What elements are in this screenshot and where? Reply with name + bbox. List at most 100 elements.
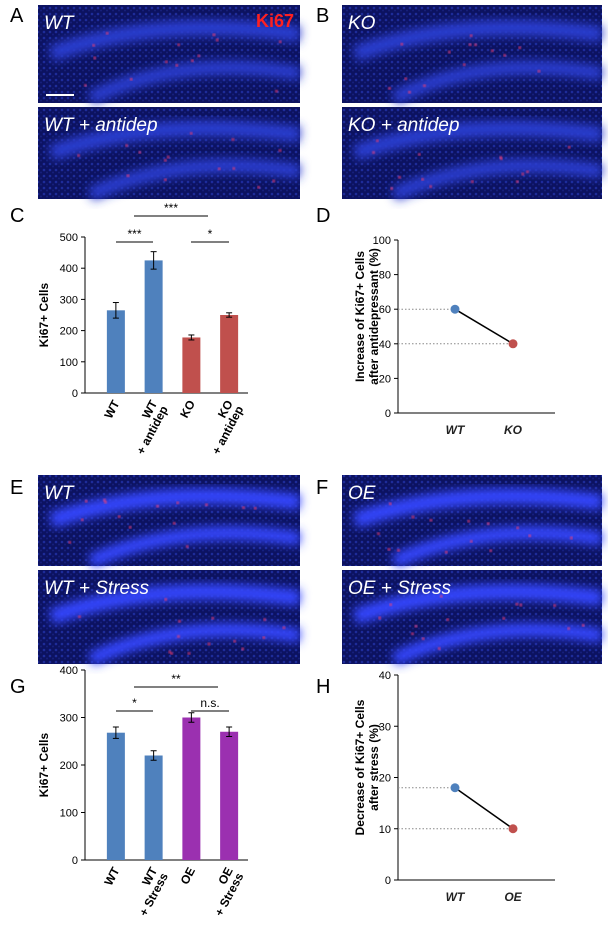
ki67-dot	[215, 38, 219, 42]
ki67-dot	[439, 594, 443, 598]
ki67-dot	[104, 500, 107, 504]
micrograph	[38, 475, 302, 568]
error-bar	[112, 726, 119, 739]
ki67-dot	[257, 185, 260, 189]
y-tick-label: 300	[60, 294, 78, 306]
micrograph	[342, 5, 604, 105]
ki67-dot	[170, 652, 173, 655]
y-axis-label: Decrease of Ki67+ Cellsafter stress (%)	[353, 699, 381, 835]
ki67-dot	[519, 603, 523, 607]
ki67-dot	[489, 549, 493, 553]
ki67-dot	[68, 541, 72, 544]
ki67-dot	[502, 617, 506, 620]
panel-letter: B	[316, 5, 329, 27]
y-tick-label: 400	[60, 263, 78, 275]
ki67-dot	[263, 618, 266, 621]
significance-label: ***	[164, 201, 178, 215]
ki67-dot	[537, 69, 541, 73]
ki67-dot	[217, 167, 221, 171]
image-label: WT	[44, 13, 75, 34]
ki67-dot	[378, 616, 382, 620]
ki67-dot	[77, 154, 80, 157]
micrograph	[38, 5, 302, 105]
ki67-dot	[570, 536, 573, 540]
ki67-dot	[526, 170, 529, 174]
ki67-dot	[156, 504, 159, 508]
y-tick-label: 0	[385, 408, 391, 420]
ki67-dot	[178, 619, 181, 623]
ki67-dot	[411, 515, 415, 519]
stain-label: Ki67	[256, 11, 294, 31]
ki67-dot	[388, 502, 392, 506]
ki67-dot	[103, 498, 106, 502]
cell-band	[352, 120, 604, 161]
x-tick-label: WT+ antidep	[123, 397, 171, 457]
ki67-dot	[168, 650, 172, 654]
y-tick-label: 100	[60, 808, 78, 820]
cell-band	[48, 120, 302, 161]
bar	[220, 315, 239, 393]
cell-band	[352, 19, 604, 62]
ki67-dot	[197, 54, 201, 58]
ki67-dot	[93, 56, 97, 60]
ki67-dot	[185, 545, 189, 548]
ki67-dot	[187, 652, 191, 655]
y-tick-label: 10	[379, 824, 391, 836]
image-label: KO + antidep	[348, 115, 459, 136]
ki67-dot	[372, 151, 375, 154]
y-tick-label: 20	[379, 773, 391, 785]
x-tick-label: WT+ Stress	[126, 864, 171, 918]
ki67-dot	[241, 647, 245, 651]
cell-band	[391, 526, 604, 568]
ki67-dot	[398, 175, 401, 179]
ki67-dot	[78, 615, 81, 619]
ki67-dot	[177, 635, 180, 638]
image-label: WT + antidep	[44, 115, 158, 136]
ki67-dot	[272, 179, 276, 183]
cell-band	[391, 158, 604, 201]
point	[450, 783, 460, 793]
ki67-dot	[389, 603, 393, 606]
y-tick-label: 100	[60, 357, 78, 369]
panel-letter: G	[10, 676, 26, 698]
ki67-dot	[388, 87, 391, 90]
significance-label: ***	[127, 227, 141, 241]
point	[450, 304, 460, 314]
y-tick-label: 80	[379, 270, 391, 282]
y-tick-label: 40	[379, 339, 391, 351]
bar	[182, 337, 201, 393]
ki67-dot	[421, 178, 424, 181]
panel-letter: F	[316, 477, 328, 499]
ki67-dot	[191, 59, 194, 62]
ki67-dot	[278, 149, 282, 152]
line	[454, 787, 514, 830]
ki67-dot	[92, 44, 95, 47]
ki67-dot	[177, 43, 180, 47]
ki67-dot	[189, 132, 193, 135]
ki67-dot	[445, 550, 448, 554]
error-bar	[150, 251, 157, 270]
micrograph	[38, 570, 302, 666]
ki67-dot	[418, 153, 421, 156]
ki67-dot	[262, 636, 266, 639]
panel-letter: E	[10, 477, 23, 499]
panel-letter: C	[10, 205, 24, 227]
ki67-dot	[129, 77, 133, 81]
ki67-dot	[469, 34, 473, 37]
bar	[106, 310, 125, 393]
error-bar	[112, 302, 119, 319]
ki67-dot	[503, 54, 506, 57]
ki67-dot	[377, 532, 380, 535]
ki67-dot	[253, 506, 257, 510]
y-axis-label: Ki67+ Cells	[37, 282, 51, 347]
y-tick-label: 400	[60, 665, 78, 677]
ki67-dot	[499, 157, 503, 161]
cell-band	[48, 19, 302, 62]
x-tick-label: WT	[101, 397, 122, 421]
ki67-dot	[117, 515, 121, 518]
y-axis-label: Ki67+ Cells	[37, 732, 51, 797]
ki67-dot	[421, 637, 425, 640]
ki67-dot	[164, 598, 168, 601]
ki67-dot	[376, 139, 379, 143]
point	[508, 339, 518, 349]
